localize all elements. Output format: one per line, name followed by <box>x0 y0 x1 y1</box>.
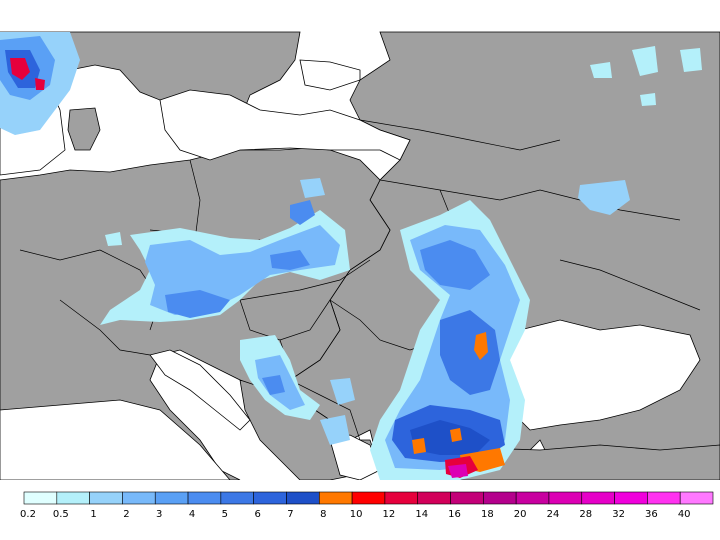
legend-swatch <box>286 491 320 505</box>
legend-swatch <box>647 491 681 505</box>
legend-swatch <box>483 491 517 505</box>
legend-swatch <box>318 491 353 505</box>
legend-swatch <box>122 491 156 505</box>
legend-swatch <box>253 491 287 505</box>
legend-tick-label: 24 <box>547 509 560 520</box>
legend-tick-label: 28 <box>579 509 592 520</box>
legend: 0.2 0.5 1 2 3 4 5 6 7 8 10 12 14 16 18 20 24 28 32 36 40 <box>20 491 714 520</box>
sea-baltic <box>159 89 411 161</box>
legend-tick-label: 8 <box>320 509 326 520</box>
legend-swatch <box>384 491 419 505</box>
legend-tick-label: 18 <box>481 509 494 520</box>
sea-mediterranean <box>0 399 231 480</box>
legend-swatch <box>89 491 123 505</box>
legend-tick-label: 5 <box>222 509 228 520</box>
land-denmark <box>67 107 101 151</box>
legend-tick-label: 16 <box>448 509 461 520</box>
legend-tick-label: 12 <box>383 509 396 520</box>
legend-swatch <box>450 491 484 505</box>
legend-swatch <box>154 491 189 505</box>
legend-swatch <box>220 491 254 505</box>
legend-swatch <box>548 491 583 505</box>
legend-tick-label: 0.5 <box>53 509 69 520</box>
legend-swatch <box>679 491 714 505</box>
sea-adriatic <box>149 349 251 431</box>
legend-tick-label: 6 <box>254 509 260 520</box>
sea-gulf-finland <box>299 59 361 91</box>
legend-tick-label: 40 <box>678 509 691 520</box>
legend-swatch <box>581 491 615 505</box>
legend-ticks: 0.2 0.5 1 2 3 4 5 6 7 8 10 12 14 16 18 20 24 28 32 36 40 <box>20 509 691 520</box>
legend-tick-label: 32 <box>612 509 625 520</box>
legend-tick-label: 7 <box>287 509 293 520</box>
seas <box>0 59 701 480</box>
legend-swatch <box>417 491 451 505</box>
precipitation-overlay <box>0 32 702 480</box>
legend-tick-label: 0.2 <box>20 509 36 520</box>
legend-swatch <box>56 491 90 505</box>
legend-swatch <box>515 491 550 505</box>
legend-swatch <box>23 491 58 505</box>
precipitation-map <box>0 31 720 480</box>
legend-tick-label: 36 <box>645 509 658 520</box>
legend-tick-label: 1 <box>90 509 96 520</box>
legend-tick-label: 10 <box>350 509 363 520</box>
legend-swatches <box>23 491 714 505</box>
legend-tick-label: 4 <box>189 509 195 520</box>
legend-swatch <box>187 491 222 505</box>
legend-tick-label: 2 <box>123 509 129 520</box>
legend-tick-label: 3 <box>156 509 162 520</box>
legend-tick-label: 20 <box>514 509 527 520</box>
legend-tick-label: 14 <box>415 509 428 520</box>
legend-swatch <box>614 491 648 505</box>
legend-swatch <box>351 491 386 505</box>
